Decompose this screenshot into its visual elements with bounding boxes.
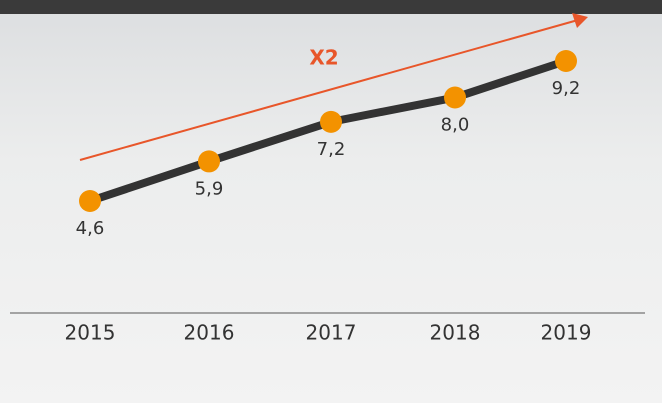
annotation: X2 (309, 46, 338, 70)
marker (444, 86, 466, 109)
value-label: 4,6 (76, 218, 105, 239)
plot: X2 2015 2016 2017 2018 2019 4,6 5,9 7,2 8,0 9,2 (65, 13, 592, 345)
marker (79, 190, 101, 212)
trend-arrow (79, 19, 579, 161)
value-label: 5,9 (195, 178, 224, 199)
marker (555, 50, 577, 72)
arrow-head (572, 13, 588, 28)
marker (320, 110, 342, 133)
x-tick-label: 2015 (65, 321, 116, 345)
value-label: 9,2 (552, 78, 581, 99)
x-tick-label: 2016 (184, 321, 235, 345)
x-tick-label: 2017 (306, 321, 357, 345)
x-tick-label: 2018 (430, 321, 481, 345)
top-bar (0, 0, 662, 14)
value-label: 8,0 (441, 115, 470, 136)
x-tick-label: 2019 (541, 321, 592, 345)
marker (198, 150, 220, 173)
value-label: 7,2 (317, 139, 346, 160)
